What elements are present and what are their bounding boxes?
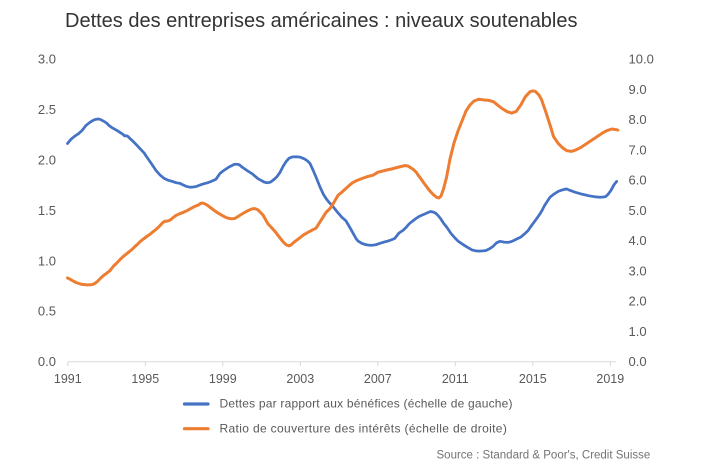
svg-text:10.0: 10.0 — [629, 52, 654, 67]
svg-text:Source : Standard & Poor's, Cr: Source : Standard & Poor's, Credit Suiss… — [437, 449, 651, 461]
svg-text:5.0: 5.0 — [629, 203, 647, 218]
svg-text:0.0: 0.0 — [629, 354, 647, 369]
svg-text:8.0: 8.0 — [629, 112, 647, 127]
svg-text:2011: 2011 — [442, 372, 469, 386]
svg-text:3.0: 3.0 — [629, 263, 647, 278]
svg-text:1995: 1995 — [131, 372, 159, 386]
svg-text:Dettes des entreprises américa: Dettes des entreprises américaines : niv… — [65, 10, 578, 32]
svg-text:1999: 1999 — [209, 372, 237, 386]
svg-text:6.0: 6.0 — [629, 173, 647, 188]
svg-text:2007: 2007 — [364, 372, 392, 386]
svg-text:1.5: 1.5 — [38, 203, 56, 218]
svg-text:2.5: 2.5 — [38, 102, 56, 117]
svg-text:2015: 2015 — [519, 372, 547, 386]
svg-text:0.0: 0.0 — [38, 354, 56, 369]
svg-text:2019: 2019 — [596, 372, 624, 386]
svg-text:2.0: 2.0 — [38, 153, 56, 168]
svg-text:4.0: 4.0 — [629, 233, 647, 248]
svg-text:3.0: 3.0 — [38, 52, 56, 67]
svg-text:1.0: 1.0 — [629, 324, 647, 339]
svg-text:2003: 2003 — [286, 372, 314, 386]
svg-text:0.5: 0.5 — [38, 304, 56, 319]
svg-text:Ratio de couverture des intérê: Ratio de couverture des intérêts (échell… — [220, 421, 508, 435]
svg-text:7.0: 7.0 — [629, 142, 647, 157]
svg-text:Dettes par rapport aux bénéfic: Dettes par rapport aux bénéfices (échell… — [220, 396, 513, 410]
svg-text:9.0: 9.0 — [629, 82, 647, 97]
svg-text:2.0: 2.0 — [629, 294, 647, 309]
svg-text:1.0: 1.0 — [38, 253, 56, 268]
svg-text:1991: 1991 — [54, 372, 82, 386]
